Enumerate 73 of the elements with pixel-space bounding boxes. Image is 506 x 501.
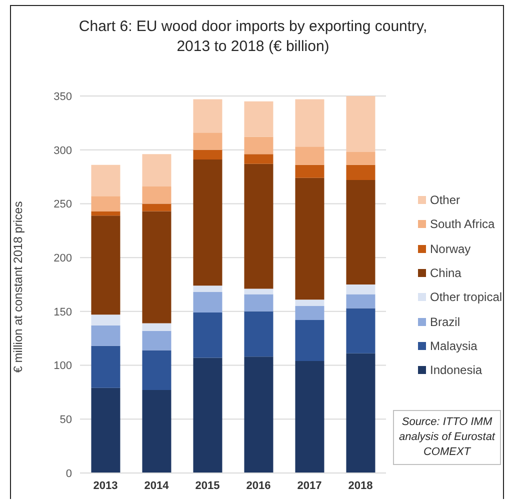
bar — [91, 314, 120, 326]
bar — [346, 308, 376, 354]
x-tick-label: 2014 — [144, 480, 170, 492]
bar — [142, 323, 172, 331]
bar — [193, 358, 222, 473]
bar — [91, 388, 120, 473]
bar — [346, 294, 376, 308]
y-tick-label: 50 — [60, 414, 72, 426]
bar — [244, 154, 274, 164]
bar — [193, 150, 222, 160]
bar — [295, 306, 324, 320]
bar — [193, 99, 222, 133]
bar — [142, 330, 172, 350]
bar — [244, 294, 274, 312]
bar — [244, 164, 274, 289]
bar — [193, 312, 222, 358]
bar — [91, 325, 120, 346]
legend-label: Brazil — [430, 314, 460, 329]
x-tick-label: 2015 — [195, 480, 220, 492]
bar — [295, 320, 324, 361]
bar — [193, 160, 222, 286]
bar — [91, 216, 120, 315]
y-axis-title: € million at constant 2018 prices — [11, 201, 25, 373]
bar — [244, 136, 274, 154]
bar — [193, 286, 222, 292]
bar — [142, 350, 172, 390]
x-tick-label: 2013 — [93, 480, 118, 492]
x-tick-label: 2018 — [348, 480, 373, 492]
bar — [142, 186, 172, 204]
y-tick-label: 200 — [54, 252, 72, 264]
source-note: Source: ITTO IMM analysis of Eurostat COMEXT — [393, 410, 501, 465]
bar — [142, 154, 172, 186]
bar — [295, 164, 324, 178]
legend-label: Other tropical — [430, 290, 502, 304]
bar — [193, 132, 222, 150]
chart-title: Chart 6: EU wood door imports by exporting country, 2013 to 2018 (€ billion) — [78, 17, 428, 57]
bar — [244, 101, 274, 137]
bar — [295, 360, 324, 473]
bar — [142, 204, 172, 212]
legend-label: Indonesia — [430, 363, 482, 378]
y-tick-label: 150 — [54, 306, 72, 318]
bar — [244, 288, 274, 294]
bar — [142, 211, 172, 324]
x-tick-label: 2017 — [297, 480, 322, 492]
bar — [295, 146, 324, 165]
bar — [244, 356, 274, 473]
bar — [193, 292, 222, 313]
bar — [91, 164, 120, 196]
y-tick-label: 0 — [66, 468, 72, 480]
bar — [91, 346, 120, 388]
bar — [346, 164, 376, 180]
bar — [91, 196, 120, 212]
x-tick-label: 2016 — [246, 480, 271, 492]
bar — [346, 353, 376, 473]
legend-label: Other — [430, 193, 460, 208]
legend-label: South Africa — [430, 217, 495, 232]
bar — [295, 300, 324, 306]
bar — [295, 178, 324, 300]
bar — [142, 390, 172, 473]
y-tick-label: 350 — [54, 90, 72, 103]
y-tick-label: 250 — [54, 198, 72, 211]
y-tick-label: 300 — [54, 144, 72, 157]
bar — [346, 284, 376, 294]
bar — [91, 211, 120, 216]
bar — [346, 180, 376, 284]
legend-label: Norway — [430, 242, 471, 256]
bar — [346, 96, 376, 152]
legend-label: China — [430, 266, 462, 280]
legend-label: Malaysia — [430, 338, 478, 353]
bar — [244, 311, 274, 357]
bar — [346, 152, 376, 165]
bar — [295, 99, 324, 147]
y-tick-label: 100 — [54, 360, 72, 372]
